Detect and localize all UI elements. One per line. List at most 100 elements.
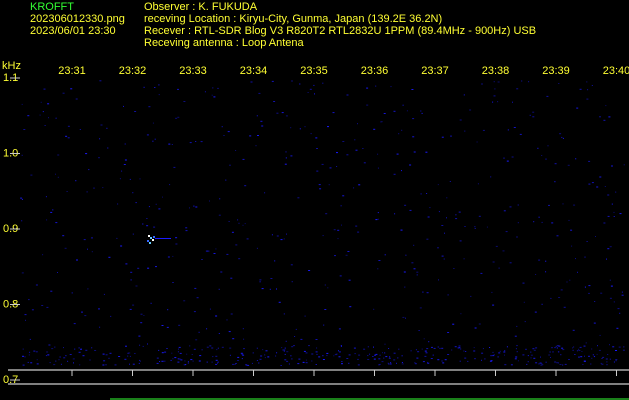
noise-pixel — [69, 354, 72, 355]
noise-pixel — [338, 328, 341, 330]
noise-pixel — [223, 135, 225, 136]
noise-pixel — [164, 351, 167, 353]
noise-pixel — [177, 351, 179, 353]
noise-pixel — [290, 155, 293, 157]
noise-pixel — [442, 362, 445, 364]
noise-pixel — [241, 353, 244, 355]
noise-pixel — [212, 356, 214, 358]
signal-pixel — [149, 242, 151, 244]
noise-pixel — [282, 349, 285, 351]
noise-pixel — [147, 267, 150, 269]
noise-pixel — [478, 215, 481, 217]
noise-pixel — [449, 181, 451, 182]
noise-pixel — [474, 226, 476, 228]
noise-pixel — [267, 356, 270, 358]
noise-pixel — [184, 360, 186, 362]
noise-pixel — [316, 347, 318, 349]
noise-pixel — [201, 349, 203, 351]
noise-pixel — [309, 88, 312, 90]
x-tick-label: 23:34 — [240, 65, 268, 77]
noise-pixel — [215, 363, 218, 365]
noise-pixel — [541, 155, 543, 156]
noise-pixel — [119, 178, 121, 180]
noise-pixel — [295, 328, 297, 330]
noise-pixel — [42, 254, 44, 256]
noise-pixel — [441, 225, 444, 226]
noise-pixel — [428, 341, 430, 343]
noise-pixel — [447, 294, 449, 296]
noise-pixel — [493, 95, 496, 97]
noise-pixel — [476, 141, 478, 143]
noise-pixel — [284, 347, 286, 349]
signal-pixel — [148, 235, 150, 237]
app-name: KROFFT — [30, 1, 74, 13]
noise-pixel — [304, 315, 306, 317]
noise-pixel — [558, 297, 561, 298]
noise-pixel — [383, 113, 386, 114]
noise-pixel — [562, 203, 564, 205]
noise-pixel — [568, 219, 570, 221]
noise-pixel — [217, 87, 219, 89]
noise-pixel — [388, 348, 390, 349]
noise-pixel — [591, 357, 593, 359]
noise-pixel — [355, 225, 358, 227]
noise-pixel — [532, 116, 535, 118]
noise-pixel — [444, 359, 447, 361]
noise-pixel — [598, 349, 601, 351]
noise-pixel — [48, 344, 51, 346]
noise-pixel — [377, 153, 379, 155]
noise-pixel — [480, 272, 483, 274]
noise-pixel — [409, 209, 412, 211]
noise-pixel — [102, 353, 105, 355]
noise-pixel — [178, 348, 179, 350]
noise-pixel — [419, 307, 422, 309]
noise-pixel — [297, 363, 300, 365]
noise-pixel — [284, 163, 287, 165]
noise-pixel — [592, 354, 594, 356]
noise-pixel — [196, 297, 199, 299]
noise-pixel — [206, 346, 209, 348]
noise-pixel — [154, 138, 156, 140]
noise-pixel — [464, 130, 466, 132]
noise-pixel — [406, 110, 408, 112]
noise-pixel — [609, 279, 611, 281]
noise-pixel — [573, 204, 576, 206]
noise-pixel — [384, 352, 386, 354]
noise-pixel — [128, 352, 131, 354]
noise-pixel — [534, 311, 537, 313]
noise-pixel — [412, 118, 415, 120]
noise-pixel — [347, 251, 350, 252]
noise-pixel — [469, 109, 472, 111]
noise-pixel — [420, 193, 422, 195]
noise-pixel — [127, 352, 129, 354]
signal-trace — [155, 238, 171, 239]
noise-pixel — [460, 313, 462, 315]
noise-pixel — [490, 176, 492, 178]
noise-pixel — [229, 164, 231, 166]
noise-pixel — [401, 355, 403, 357]
noise-pixel — [526, 363, 528, 365]
noise-pixel — [323, 324, 325, 326]
noise-pixel — [29, 351, 31, 353]
noise-pixel — [30, 174, 33, 176]
noise-pixel — [193, 311, 196, 313]
noise-pixel — [175, 243, 178, 245]
noise-pixel — [521, 80, 523, 82]
noise-pixel — [474, 228, 476, 229]
noise-pixel — [308, 270, 311, 271]
noise-pixel — [118, 356, 121, 357]
noise-pixel — [579, 346, 582, 348]
noise-pixel — [492, 304, 495, 306]
noise-pixel — [517, 360, 519, 362]
noise-pixel — [316, 148, 318, 149]
noise-pixel — [586, 241, 588, 242]
noise-pixel — [357, 123, 358, 125]
noise-pixel — [256, 360, 258, 361]
noise-pixel — [533, 349, 536, 351]
noise-pixel — [103, 360, 106, 362]
noise-pixel — [519, 133, 522, 135]
noise-pixel — [583, 360, 586, 362]
noise-pixel — [583, 345, 586, 347]
noise-pixel — [378, 260, 381, 261]
noise-pixel — [537, 363, 540, 365]
